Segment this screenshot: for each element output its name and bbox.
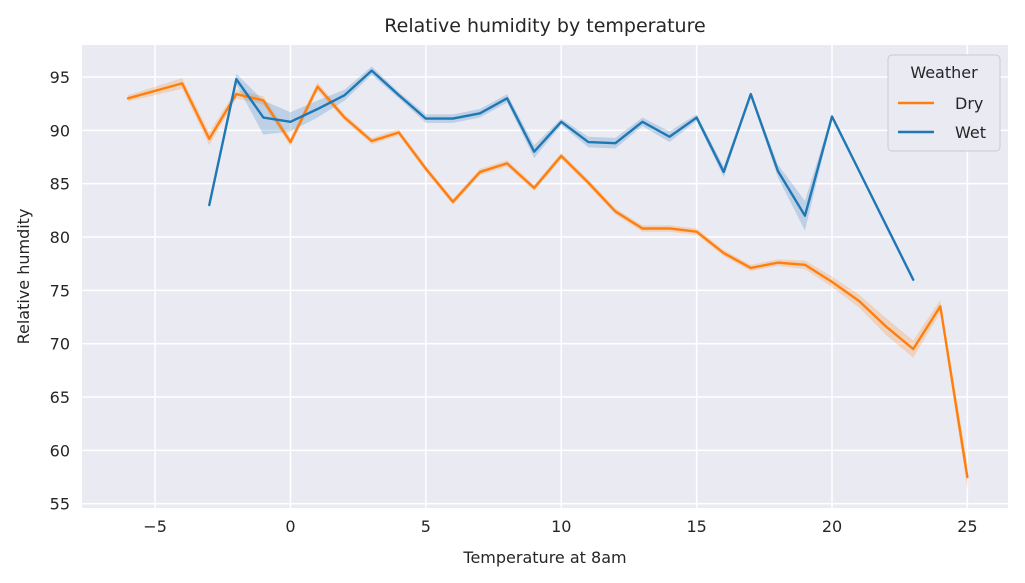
x-tick-label: 20 <box>822 517 842 536</box>
legend-label-wet: Wet <box>955 123 986 142</box>
y-tick-label: 65 <box>50 388 70 407</box>
x-axis-label: Temperature at 8am <box>462 548 626 567</box>
legend-label-dry: Dry <box>955 94 983 113</box>
series-lines <box>126 69 969 479</box>
x-tick-label: 0 <box>285 517 295 536</box>
series-line-dry <box>126 82 969 479</box>
y-tick-label: 55 <box>50 495 70 514</box>
x-axis-ticks: −5 0 5 10 15 20 25 <box>143 517 977 536</box>
y-tick-label: 95 <box>50 68 70 87</box>
x-tick-label: 25 <box>957 517 977 536</box>
legend-box <box>887 54 1001 152</box>
x-tick-label: −5 <box>143 517 167 536</box>
x-tick-label: 5 <box>421 517 431 536</box>
series-line-wet <box>208 69 915 281</box>
legend: Weather Dry Wet <box>887 54 1001 152</box>
y-axis-label: Relative humdity <box>14 209 33 345</box>
x-tick-label: 15 <box>686 517 706 536</box>
grid-lines <box>82 45 1008 508</box>
y-tick-label: 60 <box>50 441 70 460</box>
y-tick-label: 90 <box>50 121 70 140</box>
chart-title: Relative humidity by temperature <box>384 15 705 37</box>
legend-title: Weather <box>910 63 978 82</box>
y-axis-ticks: 55 60 65 70 75 80 85 90 95 <box>50 68 70 514</box>
legend-items: Dry Wet <box>898 94 986 142</box>
y-tick-label: 85 <box>50 175 70 194</box>
x-tick-label: 10 <box>551 517 571 536</box>
y-tick-label: 75 <box>50 281 70 300</box>
y-tick-label: 80 <box>50 228 70 247</box>
y-tick-label: 70 <box>50 335 70 354</box>
plot-background <box>82 45 1008 508</box>
